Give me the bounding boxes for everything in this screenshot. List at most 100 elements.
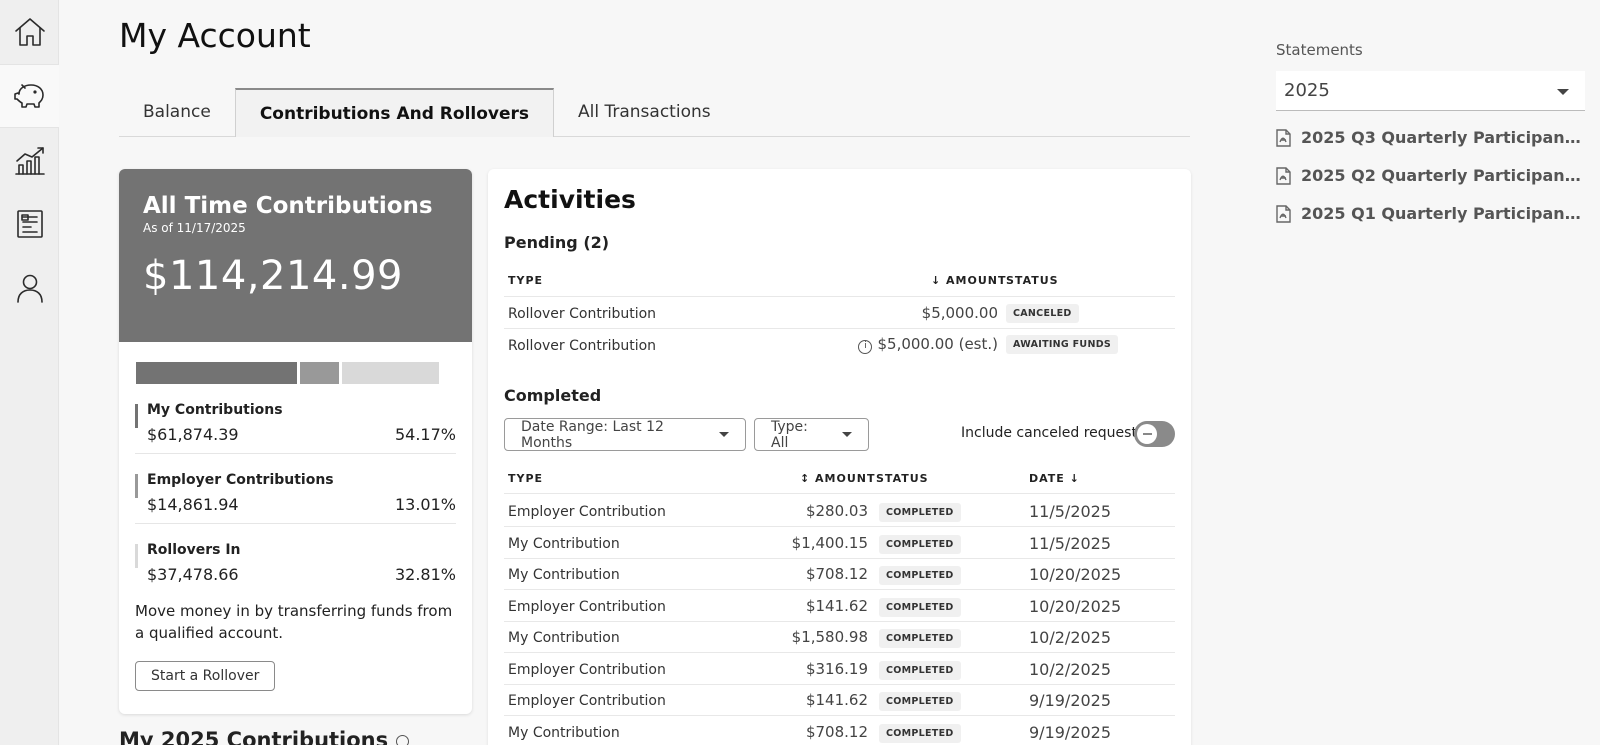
statements-label: Statements [1276,41,1363,59]
my-2025-contributions-heading: My 2025 Contributions [119,728,410,745]
nav-profile[interactable] [0,256,59,320]
contribution-percent: 54.17% [394,425,456,444]
divider [504,589,1175,590]
contribution-label: Employer Contributions [147,472,334,488]
pending-row-amount: $5,000.00 [921,304,998,322]
card-title: All Time Contributions [143,193,433,219]
total-contributions: $114,214.99 [143,253,403,299]
completed-row-type: Employer Contribution [508,693,666,709]
start-rollover-button[interactable]: Start a Rollover [135,661,276,691]
completed-row-amount: $141.62 [805,691,868,709]
pending-header-amount[interactable]: ↓ AMOUNT [931,274,1007,287]
statement-year-select[interactable]: 2025 [1276,71,1585,111]
divider [504,328,1175,329]
completed-header-type: TYPE [508,472,544,485]
pending-header-type: TYPE [508,274,544,287]
info-icon[interactable]: i [858,340,873,354]
status-badge: COMPLETED [879,534,961,554]
contribution-row-rollovers: Rollovers In $37,478.66 32.81% [135,524,456,594]
completed-header-date[interactable]: DATE ↓ [1029,472,1080,485]
completed-row-type: My Contribution [508,567,620,583]
pending-title: Pending (2) [504,233,610,252]
completed-header-amount[interactable]: ↕ AMOUNT [800,472,876,485]
type-dropdown[interactable]: Type: All [754,418,869,451]
statement-link[interactable]: 2025 Q2 Quarterly Participant Statement [1276,166,1586,185]
divider [504,296,1175,297]
completed-row-amount: $708.12 [805,565,868,583]
bar-segment-rollovers-in [341,362,439,384]
document-icon [16,210,43,238]
statement-label: 2025 Q2 Quarterly Participant Statement [1301,166,1586,185]
completed-row-amount: $141.62 [805,596,868,615]
tab-all-transactions[interactable]: All Transactions [578,102,711,122]
nav-home[interactable] [0,0,59,64]
completed-row-date: 10/20/2025 [1029,596,1122,616]
caret-down-icon [719,432,729,437]
divider [504,526,1175,527]
pending-row-amount: i $5,000.00 (est.) [858,335,998,354]
pdf-file-icon [1276,166,1291,185]
completed-row-type: My Contribution [508,630,620,646]
tab-contributions-and-rollovers[interactable]: Contributions And Rollovers [234,88,555,137]
info-icon[interactable] [396,734,410,745]
bar-segment-my-contributions [136,362,297,384]
nav-performance[interactable] [0,128,59,192]
header-label: AMOUNT [946,274,1007,287]
contribution-label: My Contributions [147,402,283,418]
sort-down-icon: ↓ [931,274,947,287]
include-canceled-label: Include canceled requests [961,425,1145,441]
chart-icon [14,147,45,175]
toggle-knob [1137,424,1157,444]
status-badge: COMPLETED [879,566,961,585]
header-label: AMOUNT [815,472,876,485]
pdf-file-icon [1276,204,1291,223]
completed-header-status: STATUS [876,472,929,485]
piggy-bank-icon [13,84,44,108]
completed-row-date: 10/20/2025 [1029,565,1122,584]
status-badge: COMPLETED [879,629,961,648]
tab-balance[interactable]: Balance [143,102,211,122]
include-canceled-toggle[interactable] [1134,421,1175,447]
contribution-amount: $14,861.94 [147,495,239,514]
contribution-share-bar [136,362,455,384]
sort-icon: ↕ [800,472,816,485]
selected-year: 2025 [1284,80,1330,101]
contribution-amount: $61,874.39 [147,425,239,444]
legend-swatch [135,474,138,498]
date-range-dropdown[interactable]: Date Range: Last 12 Months [504,418,746,451]
side-nav [0,0,59,745]
completed-row-type: My Contribution [508,724,620,741]
contribution-percent: 13.01% [394,495,456,514]
section-title: My 2025 Contributions [119,728,389,745]
pdf-file-icon [1276,128,1291,147]
contribution-row-my: My Contributions $61,874.39 54.17% [135,384,456,454]
completed-row-date: 9/19/2025 [1029,691,1112,710]
home-icon [14,18,45,46]
completed-title: Completed [504,386,602,405]
divider [504,493,1175,494]
contribution-label: Rollovers In [147,542,241,558]
completed-row-type: My Contribution [508,535,620,552]
all-time-contributions-card: All Time Contributions As of 11/17/2025 … [119,169,472,714]
completed-row-type: Employer Contribution [508,598,666,615]
status-badge: COMPLETED [879,660,961,680]
bar-segment-employer-contributions [299,362,339,384]
legend-swatch [135,544,138,568]
completed-row-amount: $316.19 [805,659,868,678]
divider [504,557,1175,559]
nav-savings[interactable] [0,64,59,128]
divider [504,620,1175,622]
completed-row-type: Employer Contribution [508,504,666,520]
dropdown-label: Date Range: Last 12 Months [521,418,664,451]
divider [504,683,1175,685]
card-header: All Time Contributions As of 11/17/2025 … [119,169,472,342]
statement-link[interactable]: 2025 Q1 Quarterly Participant Statement [1276,204,1586,223]
divider [504,652,1175,653]
contribution-percent: 32.81% [394,565,456,584]
completed-row-date: 10/2/2025 [1029,628,1112,647]
sort-down-icon: ↓ [1064,472,1080,485]
completed-row-amount: $708.12 [805,722,868,741]
statement-link[interactable]: 2025 Q3 Quarterly Participant Statement [1276,128,1586,147]
nav-documents[interactable] [0,192,59,256]
tab-bar: Balance Contributions And Rollovers All … [119,88,1190,137]
